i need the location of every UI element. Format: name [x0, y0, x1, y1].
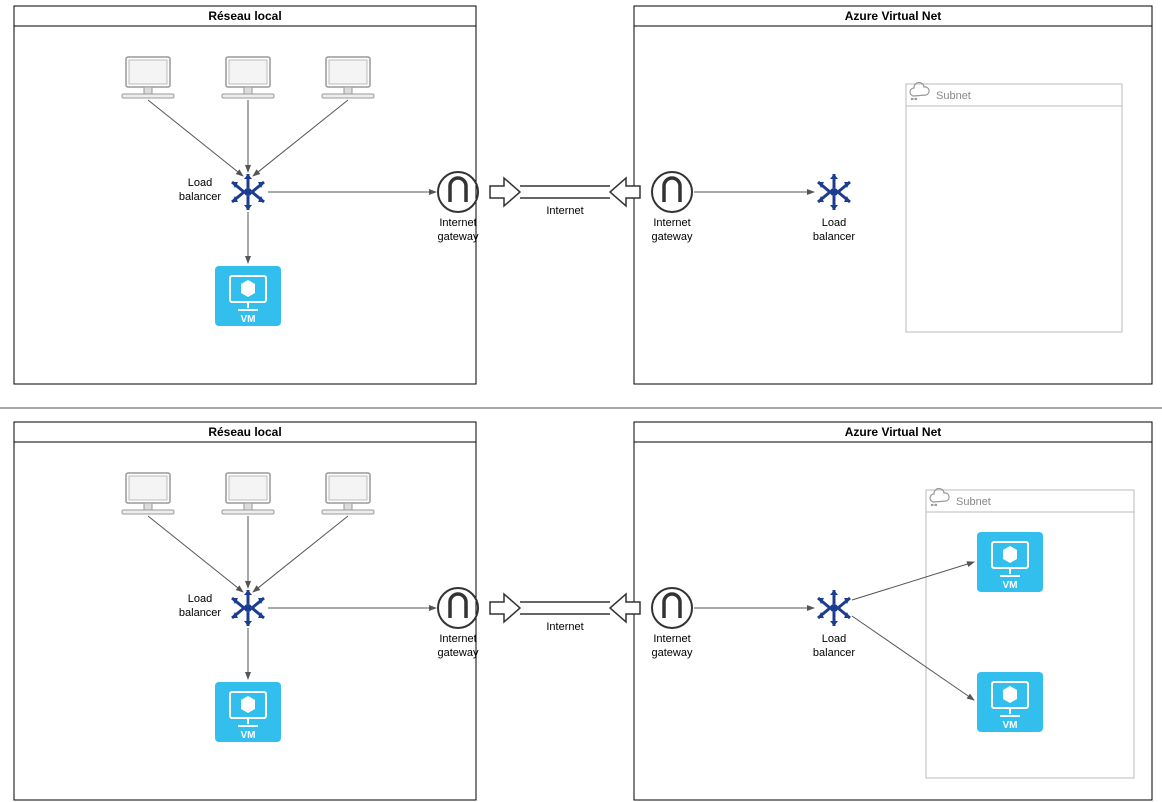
connector	[253, 516, 348, 592]
gateway-icon	[438, 172, 478, 212]
lb-label: balancer	[179, 191, 222, 203]
top-right-panel: Azure Virtual Net	[634, 6, 1152, 384]
load-balancer-icon	[232, 174, 264, 210]
pc-icon	[122, 473, 174, 514]
gateway-label: Internet	[439, 633, 476, 645]
gateway-label: gateway	[652, 231, 693, 243]
vm-label: VM	[1003, 720, 1018, 731]
lb-label: Load	[188, 177, 212, 189]
diagram-svg: Réseau local Azure Virtual Net Load bala…	[0, 0, 1162, 802]
lb-label: balancer	[813, 647, 856, 659]
bottom-right-panel: Azure Virtual Net	[634, 422, 1152, 800]
vm-label: VM	[1003, 580, 1018, 591]
connector	[148, 516, 243, 592]
lb-label: balancer	[179, 607, 222, 619]
load-balancer-icon	[818, 590, 850, 626]
gateway-icon	[652, 172, 692, 212]
cloud-icon	[930, 488, 949, 506]
top-subnet: Subnet	[906, 82, 1122, 332]
gateway-label: Internet	[653, 217, 690, 229]
lb-label: balancer	[813, 231, 856, 243]
internet-arrow-icon	[490, 594, 640, 622]
gateway-label: gateway	[438, 647, 479, 659]
vm-label: VM	[241, 314, 256, 325]
gateway-label: Internet	[653, 633, 690, 645]
connector	[852, 562, 974, 600]
diagram-canvas: { "layout": { "width": 1162, "height": 8…	[0, 0, 1162, 802]
connector	[852, 616, 974, 700]
internet-label: Internet	[546, 621, 583, 633]
pc-icon	[322, 473, 374, 514]
connector	[148, 100, 243, 176]
load-balancer-icon	[232, 590, 264, 626]
vm-label: VM	[241, 730, 256, 741]
top-left-title: Réseau local	[208, 9, 281, 23]
pc-icon	[122, 57, 174, 98]
bottom-left-title: Réseau local	[208, 425, 281, 439]
top-right-title: Azure Virtual Net	[845, 9, 941, 23]
cloud-icon	[910, 82, 929, 100]
bottom-subnet: Subnet	[926, 488, 1134, 778]
internet-arrow-icon	[490, 178, 640, 206]
lb-label: Load	[822, 633, 846, 645]
connector	[253, 100, 348, 176]
pc-icon	[222, 57, 274, 98]
pc-icon	[322, 57, 374, 98]
gateway-label: Internet	[439, 217, 476, 229]
lb-label: Load	[822, 217, 846, 229]
subnet-label: Subnet	[936, 90, 971, 102]
gateway-label: gateway	[438, 231, 479, 243]
gateway-icon	[438, 588, 478, 628]
lb-label: Load	[188, 593, 212, 605]
bottom-right-title: Azure Virtual Net	[845, 425, 941, 439]
load-balancer-icon	[818, 174, 850, 210]
internet-label: Internet	[546, 205, 583, 217]
gateway-label: gateway	[652, 647, 693, 659]
gateway-icon	[652, 588, 692, 628]
pc-icon	[222, 473, 274, 514]
subnet-label: Subnet	[956, 496, 991, 508]
